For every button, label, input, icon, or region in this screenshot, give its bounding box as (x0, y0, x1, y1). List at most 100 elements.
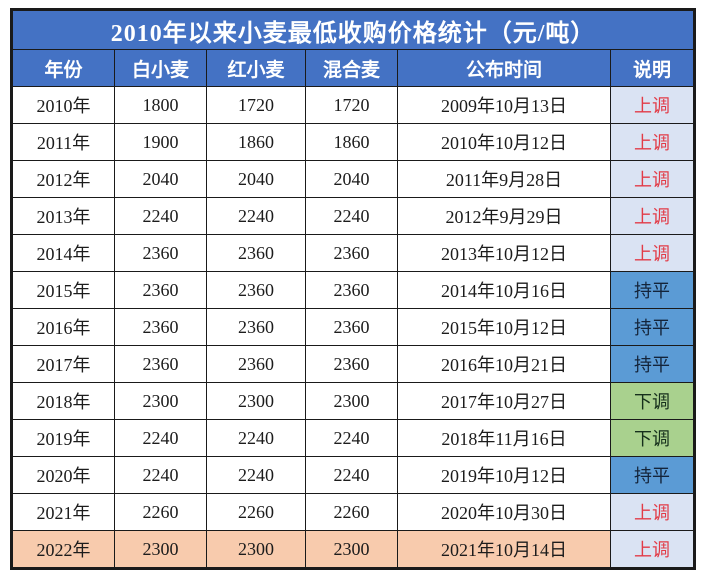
year-cell: 2012年 (11, 160, 115, 198)
mixed-wheat-cell: 2300 (305, 530, 398, 569)
wheat-price-table: 2010年以来小麦最低收购价格统计（元/吨） 年份 白小麦 红小麦 混合麦 公布… (10, 8, 697, 570)
mixed-wheat-cell: 2360 (305, 271, 398, 309)
mixed-wheat-cell: 2240 (305, 197, 398, 235)
note-cell: 上调 (609, 530, 696, 569)
mixed-wheat-cell: 2240 (305, 456, 398, 494)
red-wheat-cell: 2300 (206, 382, 306, 420)
announce-date-cell: 2020年10月30日 (397, 493, 611, 531)
year-cell: 2022年 (11, 530, 115, 569)
announce-date-cell: 2021年10月14日 (397, 530, 611, 569)
red-wheat-cell: 2300 (206, 530, 306, 569)
note-cell: 上调 (609, 234, 696, 272)
year-cell: 2021年 (11, 493, 115, 531)
note-cell: 上调 (609, 197, 696, 235)
announce-date-cell: 2009年10月13日 (397, 86, 611, 124)
red-wheat-cell: 2240 (206, 456, 306, 494)
year-cell: 2010年 (11, 86, 115, 124)
mixed-wheat-cell: 2240 (305, 419, 398, 457)
note-cell: 持平 (609, 271, 696, 309)
red-wheat-cell: 1860 (206, 123, 306, 161)
white-wheat-cell: 2360 (114, 308, 207, 346)
note-cell: 上调 (609, 123, 696, 161)
mixed-wheat-cell: 2360 (305, 234, 398, 272)
mixed-wheat-cell: 1860 (305, 123, 398, 161)
table-row: 2019年 2240 2240 2240 2018年11月16日 下调 (11, 419, 696, 457)
column-header-red-wheat: 红小麦 (206, 49, 306, 87)
table-row: 2017年 2360 2360 2360 2016年10月21日 持平 (11, 345, 696, 383)
column-header-announce-date: 公布时间 (397, 49, 611, 87)
page-title: 2010年以来小麦最低收购价格统计（元/吨） (10, 9, 696, 50)
announce-date-cell: 2011年9月28日 (397, 160, 611, 198)
column-header-white-wheat: 白小麦 (114, 49, 207, 87)
column-header-year: 年份 (11, 49, 115, 87)
white-wheat-cell: 2040 (114, 160, 207, 198)
table-row: 2014年 2360 2360 2360 2013年10月12日 上调 (11, 234, 696, 272)
red-wheat-cell: 2040 (206, 160, 306, 198)
announce-date-cell: 2017年10月27日 (397, 382, 611, 420)
announce-date-cell: 2010年10月12日 (397, 123, 611, 161)
red-wheat-cell: 2360 (206, 234, 306, 272)
white-wheat-cell: 2240 (114, 456, 207, 494)
note-cell: 上调 (609, 160, 696, 198)
table-row: 2010年 1800 1720 1720 2009年10月13日 上调 (11, 86, 696, 124)
note-cell: 下调 (609, 382, 696, 420)
red-wheat-cell: 2360 (206, 345, 306, 383)
column-header-note: 说明 (609, 49, 696, 87)
table-row: 2022年 2300 2300 2300 2021年10月14日 上调 (11, 530, 696, 569)
red-wheat-cell: 2360 (206, 271, 306, 309)
white-wheat-cell: 2360 (114, 234, 207, 272)
note-cell: 持平 (609, 345, 696, 383)
mixed-wheat-cell: 2360 (305, 345, 398, 383)
table-row: 2011年 1900 1860 1860 2010年10月12日 上调 (11, 123, 696, 161)
table-row: 2013年 2240 2240 2240 2012年9月29日 上调 (11, 197, 696, 235)
note-cell: 上调 (609, 86, 696, 124)
year-cell: 2015年 (11, 271, 115, 309)
note-cell: 持平 (609, 456, 696, 494)
announce-date-cell: 2013年10月12日 (397, 234, 611, 272)
year-cell: 2019年 (11, 419, 115, 457)
white-wheat-cell: 2260 (114, 493, 207, 531)
table-row: 2015年 2360 2360 2360 2014年10月16日 持平 (11, 271, 696, 309)
mixed-wheat-cell: 2040 (305, 160, 398, 198)
year-cell: 2020年 (11, 456, 115, 494)
note-cell: 持平 (609, 308, 696, 346)
white-wheat-cell: 2360 (114, 345, 207, 383)
red-wheat-cell: 2240 (206, 197, 306, 235)
white-wheat-cell: 1900 (114, 123, 207, 161)
year-cell: 2018年 (11, 382, 115, 420)
note-cell: 上调 (609, 493, 696, 531)
white-wheat-cell: 2360 (114, 271, 207, 309)
announce-date-cell: 2016年10月21日 (397, 345, 611, 383)
year-cell: 2013年 (11, 197, 115, 235)
year-cell: 2011年 (11, 123, 115, 161)
table-title-row: 2010年以来小麦最低收购价格统计（元/吨） (10, 9, 696, 50)
table-body: 2010年 1800 1720 1720 2009年10月13日 上调 2011… (11, 86, 696, 569)
white-wheat-cell: 2240 (114, 197, 207, 235)
column-header-mixed-wheat: 混合麦 (305, 49, 398, 87)
table-row: 2021年 2260 2260 2260 2020年10月30日 上调 (11, 493, 696, 531)
announce-date-cell: 2015年10月12日 (397, 308, 611, 346)
red-wheat-cell: 2260 (206, 493, 306, 531)
announce-date-cell: 2019年10月12日 (397, 456, 611, 494)
table-row: 2016年 2360 2360 2360 2015年10月12日 持平 (11, 308, 696, 346)
announce-date-cell: 2012年9月29日 (397, 197, 611, 235)
red-wheat-cell: 1720 (206, 86, 306, 124)
note-cell: 下调 (609, 419, 696, 457)
white-wheat-cell: 1800 (114, 86, 207, 124)
year-cell: 2014年 (11, 234, 115, 272)
announce-date-cell: 2014年10月16日 (397, 271, 611, 309)
red-wheat-cell: 2360 (206, 308, 306, 346)
mixed-wheat-cell: 1720 (305, 86, 398, 124)
white-wheat-cell: 2300 (114, 530, 207, 569)
table-row: 2012年 2040 2040 2040 2011年9月28日 上调 (11, 160, 696, 198)
red-wheat-cell: 2240 (206, 419, 306, 457)
white-wheat-cell: 2240 (114, 419, 207, 457)
mixed-wheat-cell: 2360 (305, 308, 398, 346)
announce-date-cell: 2018年11月16日 (397, 419, 611, 457)
table-header-row: 年份 白小麦 红小麦 混合麦 公布时间 说明 (11, 49, 696, 87)
mixed-wheat-cell: 2260 (305, 493, 398, 531)
white-wheat-cell: 2300 (114, 382, 207, 420)
table-row: 2020年 2240 2240 2240 2019年10月12日 持平 (11, 456, 696, 494)
table-row: 2018年 2300 2300 2300 2017年10月27日 下调 (11, 382, 696, 420)
